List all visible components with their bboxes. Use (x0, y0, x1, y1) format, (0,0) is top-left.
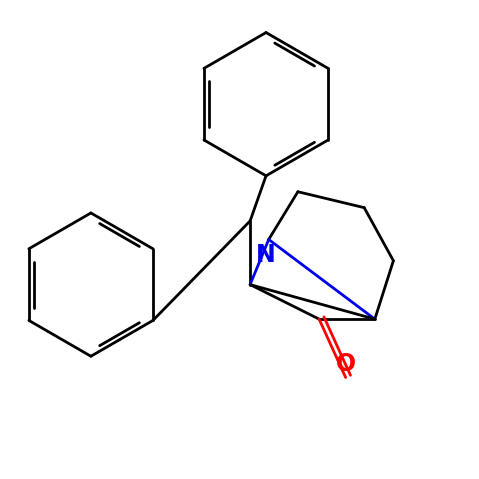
Text: N: N (256, 243, 276, 267)
Text: O: O (336, 352, 356, 376)
